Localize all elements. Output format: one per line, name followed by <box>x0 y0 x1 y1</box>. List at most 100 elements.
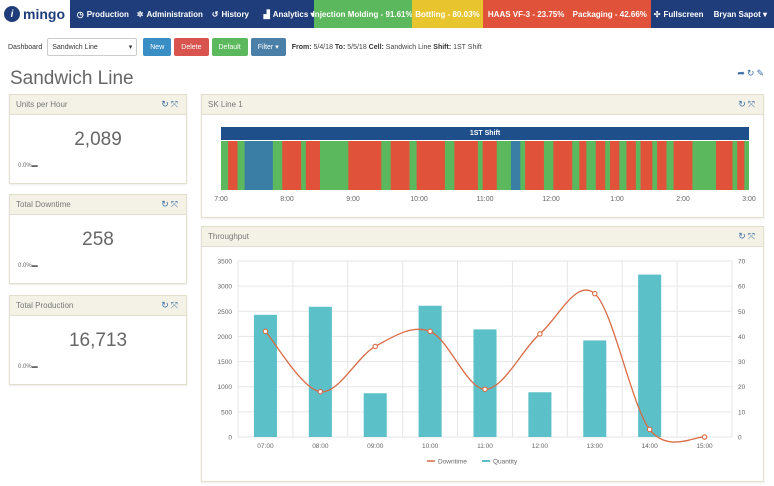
point-downtime[interactable] <box>482 386 488 392</box>
kpi-delta: 0.0%▬ <box>18 163 38 169</box>
gear-icon: ✲ <box>136 9 144 19</box>
timeline-segment-down[interactable] <box>282 141 302 190</box>
dashboard-select[interactable]: Sandwich Line ▾ <box>47 38 138 56</box>
timeline-segment-run[interactable] <box>635 141 641 190</box>
timeline-segment-run[interactable] <box>605 141 611 190</box>
expand-icon[interactable]: ⤧ <box>170 199 180 209</box>
nav-administration[interactable]: ✲ Administration <box>136 9 203 19</box>
bar-quantity[interactable] <box>253 314 277 437</box>
y-right-tick-label: 20 <box>738 384 746 391</box>
timeline-segment-down[interactable] <box>595 141 606 190</box>
refresh-icon[interactable]: ↻ <box>746 68 757 78</box>
refresh-icon[interactable]: ↻ <box>738 231 748 241</box>
delete-button[interactable]: Delete <box>174 38 209 56</box>
timeline-segment-run[interactable] <box>543 141 554 190</box>
timeline-segment-down[interactable] <box>416 141 446 190</box>
status-bottling[interactable]: Bottling - 80.03% <box>411 0 484 28</box>
expand-icon[interactable]: ⤧ <box>747 99 757 109</box>
new-button[interactable]: New <box>143 38 172 56</box>
timeline-segment-down[interactable] <box>525 141 545 190</box>
timeline-segment-idle[interactable] <box>244 141 274 190</box>
timeline-segment-run[interactable] <box>692 141 717 190</box>
nav-analytics[interactable]: ▟ Analytics ▾ <box>263 9 315 19</box>
timeline-segment-run[interactable] <box>272 141 283 190</box>
share-icon[interactable]: ➦ <box>737 68 747 78</box>
point-downtime[interactable] <box>427 328 433 335</box>
timeline-axis-tick: 7:00 <box>214 196 228 203</box>
refresh-icon[interactable]: ↻ <box>738 99 748 109</box>
timeline-segment-run[interactable] <box>477 141 483 190</box>
y-right-tick-label: 30 <box>738 359 746 366</box>
point-downtime[interactable] <box>537 331 543 337</box>
timeline-segment-down[interactable] <box>716 141 733 190</box>
status-packaging[interactable]: Packaging - 42.66% <box>568 0 651 28</box>
timeline-segment-run[interactable] <box>444 141 455 190</box>
user-menu[interactable]: Bryan Sapot ▾ <box>713 9 767 19</box>
nav-production[interactable]: ◷ Production <box>76 9 129 19</box>
timeline-segment-down[interactable] <box>305 141 321 190</box>
timeline-segment-down[interactable] <box>348 141 382 190</box>
expand-icon[interactable]: ⤧ <box>747 231 757 241</box>
timeline-segment-down[interactable] <box>228 141 238 190</box>
bar-quantity[interactable] <box>583 340 607 437</box>
timeline-segment-run[interactable] <box>666 141 674 190</box>
timeline-segment-run[interactable] <box>320 141 349 190</box>
point-downtime[interactable] <box>317 388 324 395</box>
refresh-icon[interactable]: ↻ <box>161 99 171 109</box>
timeline-segment-idle[interactable] <box>510 141 521 190</box>
bar-quantity[interactable] <box>473 329 497 437</box>
point-downtime[interactable] <box>592 290 598 297</box>
point-downtime[interactable] <box>646 426 653 433</box>
timeline-segment-down[interactable] <box>482 141 498 190</box>
expand-icon[interactable]: ⤧ <box>170 300 180 310</box>
timeline-segment-down[interactable] <box>609 141 620 190</box>
timeline-segment-run[interactable] <box>572 141 580 190</box>
point-downtime[interactable] <box>372 343 378 350</box>
bar-quantity[interactable] <box>528 392 552 437</box>
status-injection-molding[interactable]: Injection Molding - 91.61% <box>313 0 413 28</box>
timeline-segment-run[interactable] <box>221 141 229 190</box>
timeline-segment-run[interactable] <box>652 141 658 190</box>
x-tick-label: 15:00 <box>696 443 713 450</box>
bar-quantity[interactable] <box>418 305 442 437</box>
app-logo[interactable]: i mingo <box>0 0 70 28</box>
edit-icon[interactable]: ✎ <box>756 68 766 78</box>
timeline-segment-down[interactable] <box>626 141 637 190</box>
timeline-segment-down[interactable] <box>640 141 653 190</box>
state-timeline[interactable] <box>221 141 749 190</box>
y-left-tick-label: 1500 <box>218 359 233 366</box>
status-haas-vf3[interactable]: HAAS VF-3 - 23.75% <box>483 0 569 28</box>
timeline-segment-down[interactable] <box>657 141 667 190</box>
fullscreen-button[interactable]: ✣ Fullscreen <box>653 9 704 19</box>
timeline-segment-run[interactable] <box>744 141 749 190</box>
timeline-segment-down[interactable] <box>390 141 410 190</box>
timeline-segment-down[interactable] <box>737 141 745 190</box>
timeline-segment-run[interactable] <box>619 141 627 190</box>
filter-button[interactable]: Filter ▾ <box>250 38 286 56</box>
timeline-segment-run[interactable] <box>586 141 597 190</box>
timeline-segment-run[interactable] <box>409 141 417 190</box>
refresh-icon[interactable]: ↻ <box>161 300 171 310</box>
point-downtime[interactable] <box>701 434 708 440</box>
timeline-segment-down[interactable] <box>673 141 693 190</box>
timeline-segment-down[interactable] <box>553 141 573 190</box>
dash-icon: ▬ <box>31 163 38 169</box>
kpi-delta: 0.0%▬ <box>18 364 38 370</box>
expand-icon[interactable]: ⤧ <box>170 99 180 109</box>
y-left-tick-label: 1000 <box>218 384 233 391</box>
bar-quantity[interactable] <box>308 306 332 437</box>
default-button[interactable]: Default <box>211 38 248 56</box>
point-downtime[interactable] <box>262 328 269 335</box>
timeline-segment-run[interactable] <box>520 141 526 190</box>
timeline-segment-run[interactable] <box>237 141 245 190</box>
bar-quantity[interactable] <box>638 274 662 437</box>
bar-quantity[interactable] <box>363 393 387 437</box>
refresh-icon[interactable]: ↻ <box>161 199 171 209</box>
timeline-segment-down[interactable] <box>579 141 587 190</box>
timeline-segment-down[interactable] <box>454 141 479 190</box>
timeline-segment-run[interactable] <box>496 141 512 190</box>
timeline-segment-run[interactable] <box>381 141 392 190</box>
nav-history[interactable]: ↺ History <box>211 9 249 19</box>
timeline-segment-run[interactable] <box>301 141 307 190</box>
timeline-segment-run[interactable] <box>732 141 738 190</box>
